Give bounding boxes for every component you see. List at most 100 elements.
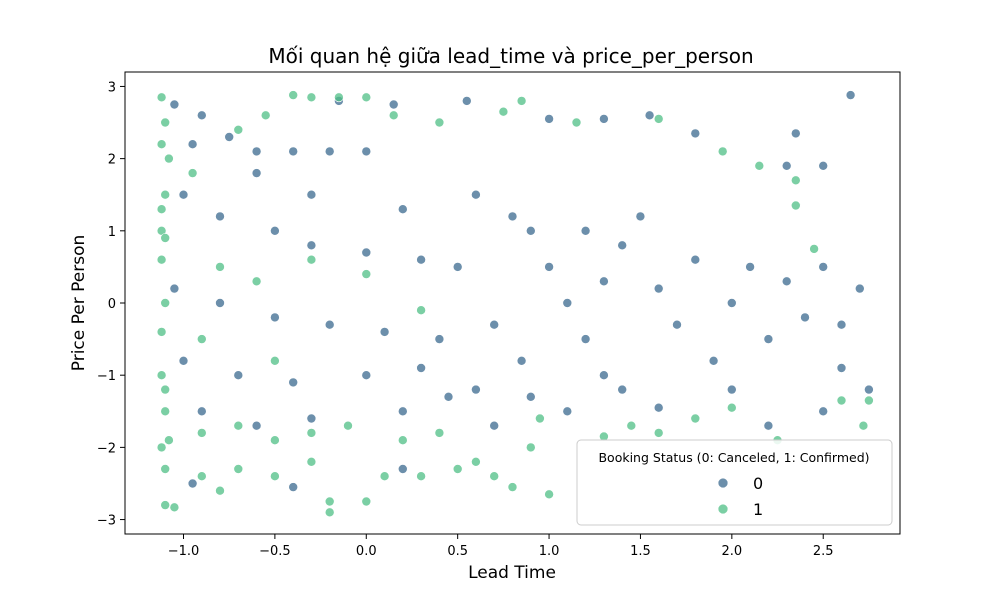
data-point-series-0 [726,384,737,395]
data-point-series-0 [187,478,198,489]
data-point-series-0 [617,240,628,251]
data-point-series-0 [708,355,719,366]
data-point-series-1 [324,507,335,518]
data-point-series-1 [507,482,518,492]
data-point-series-1 [160,189,170,200]
data-point-series-0 [361,146,372,157]
data-point-series-1 [525,442,536,453]
data-point-series-0 [233,370,244,381]
data-point-series-0 [416,363,426,373]
data-point-series-0 [690,254,701,265]
data-point-series-0 [306,189,317,200]
data-point-series-1 [361,496,372,507]
data-point-series-0 [726,298,737,308]
data-point-series-0 [471,189,481,200]
data-point-series-0 [653,283,664,294]
x-tick-label: −0.5 [259,544,291,559]
data-point-series-1 [388,110,399,121]
data-point-series-0 [580,334,591,344]
data-point-series-1 [197,334,207,344]
data-point-series-0 [251,146,262,157]
data-point-series-1 [397,435,408,446]
data-point-series-1 [361,269,372,279]
data-point-series-1 [260,110,271,121]
data-point-series-1 [160,500,170,510]
data-point-series-1 [626,420,637,431]
data-point-series-0 [461,96,472,106]
data-point-series-1 [187,168,198,178]
data-point-series-0 [397,204,408,214]
y-tick-label: 3 [108,80,116,95]
data-point-series-0 [781,276,792,287]
data-point-series-0 [644,110,655,121]
data-point-series-1 [809,244,819,254]
data-point-series-0 [562,406,573,417]
data-point-series-0 [197,406,207,417]
data-point-series-1 [156,92,167,103]
data-point-series-1 [156,254,167,265]
data-point-series-0 [745,262,755,272]
x-axis: −1.0 −0.5 0.0 0.5 1.0 1.5 2.0 2.5 [168,534,834,559]
data-point-series-1 [306,456,317,467]
x-tick-label: 2.5 [813,544,834,559]
data-point-series-0 [781,161,792,171]
data-point-series-1 [160,406,170,417]
data-point-series-0 [690,128,701,139]
x-axis-label: Lead Time [468,563,556,583]
data-point-series-0 [288,482,299,492]
data-point-series-0 [288,377,299,388]
data-point-series-1 [306,254,317,265]
data-point-series-1 [754,161,765,171]
data-point-series-0 [617,384,628,395]
data-point-series-0 [443,391,454,402]
data-point-series-0 [397,464,408,474]
data-point-series-1 [164,435,174,446]
data-point-series-1 [160,298,170,308]
data-point-series-0 [306,413,317,424]
data-point-series-0 [388,99,399,110]
legend-label-1: 1 [753,500,763,519]
data-point-series-0 [306,240,317,251]
data-point-series-1 [434,117,445,128]
data-point-series-0 [197,110,207,121]
data-point-series-1 [197,428,207,438]
data-point-series-1 [653,114,664,124]
data-point-series-1 [156,442,167,453]
data-point-series-0 [288,146,299,157]
data-point-series-0 [507,211,518,222]
data-point-series-0 [178,355,189,366]
y-axis-label: Price Per Person [69,235,89,372]
data-point-series-1 [160,117,170,128]
x-tick-label: 1.0 [539,544,560,559]
chart-title: Mối quan hệ giữa lead_time và price_per_… [268,44,753,68]
data-point-series-1 [215,485,225,496]
data-point-series-0 [251,420,262,431]
data-point-series-0 [672,319,682,330]
data-point-series-1 [324,496,335,507]
data-point-series-1 [343,420,353,431]
data-point-series-0 [562,298,573,308]
data-point-series-0 [818,262,829,272]
data-point-series-1 [306,92,317,103]
data-point-series-1 [169,502,180,513]
data-point-series-0 [397,406,408,417]
data-point-series-0 [215,211,225,222]
data-point-series-1 [156,139,167,149]
data-point-series-0 [544,262,554,272]
y-tick-label: 2 [108,153,116,168]
y-tick-label: −1 [97,369,116,384]
data-point-series-1 [434,428,445,438]
data-point-series-1 [160,233,170,243]
data-point-series-1 [270,435,280,446]
data-point-series-1 [416,305,426,316]
data-point-series-1 [790,175,801,186]
data-point-series-1 [270,355,280,366]
data-point-series-0 [489,319,500,330]
data-point-series-0 [416,254,426,265]
legend-title: Booking Status (0: Canceled, 1: Confirme… [598,450,869,465]
data-point-series-1 [498,106,509,117]
data-point-series-1 [858,420,869,431]
data-point-series-1 [653,428,664,438]
data-point-series-0 [763,420,774,431]
data-point-series-0 [224,132,234,142]
